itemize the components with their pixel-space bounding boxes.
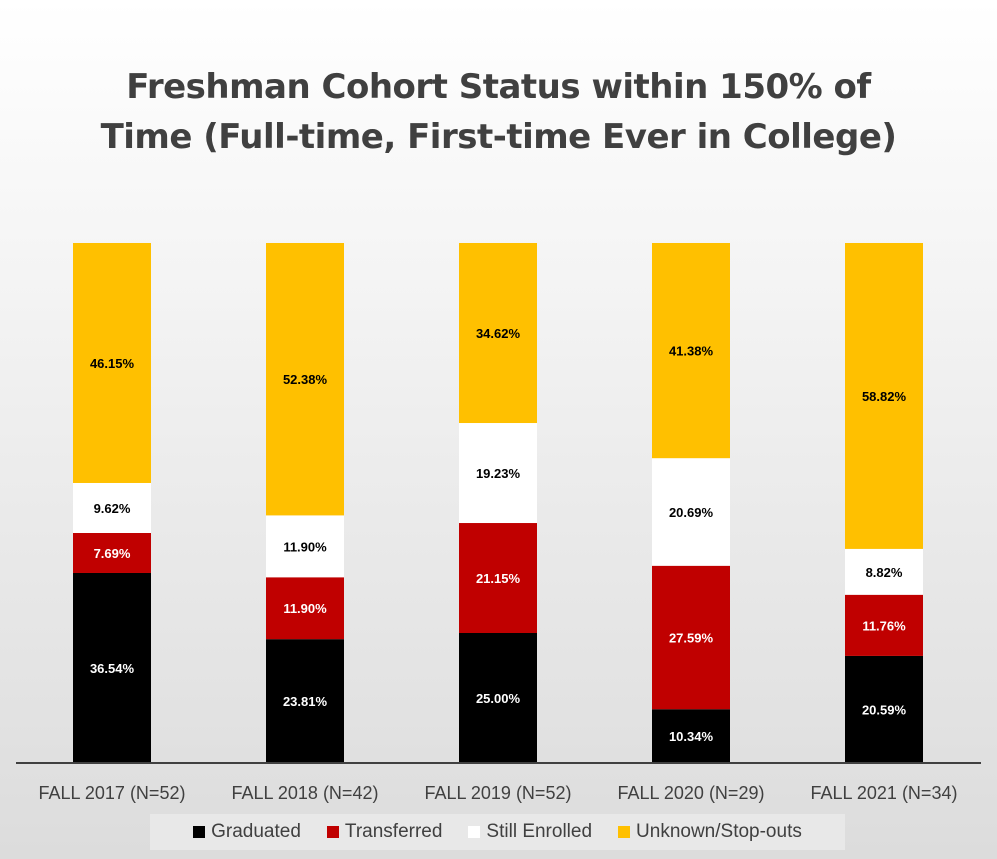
data-label-unknown-stop-outs-4: 58.82% <box>862 389 907 404</box>
legend-item-graduated: Graduated <box>193 821 301 843</box>
bar-segment-transferred-2 <box>459 523 537 633</box>
data-label-still-enrolled-3: 20.69% <box>669 505 714 520</box>
bar-segment-unknown-stop-outs-0 <box>73 243 151 483</box>
category-label-3: FALL 2020 (N=29) <box>618 783 765 803</box>
bar-segment-transferred-0 <box>73 533 151 573</box>
bar-segment-still-enrolled-0 <box>73 482 151 534</box>
legend-item-transferred: Transferred <box>326 821 443 843</box>
legend-item-unknown-stop-outs: Unknown/Stop-outs <box>618 821 802 843</box>
data-label-graduated-4: 20.59% <box>862 702 907 717</box>
data-label-still-enrolled-2: 19.23% <box>476 466 521 481</box>
bar-segment-graduated-4 <box>845 655 923 763</box>
data-label-still-enrolled-0: 9.62% <box>94 501 131 516</box>
data-label-graduated-2: 25.00% <box>476 691 521 706</box>
legend-swatch <box>193 826 206 838</box>
data-label-transferred-4: 11.76% <box>862 618 906 633</box>
category-label-4: FALL 2021 (N=34) <box>811 783 958 803</box>
bar-segment-still-enrolled-4 <box>845 548 923 595</box>
bar-segment-still-enrolled-1 <box>266 515 344 578</box>
data-label-unknown-stop-outs-3: 41.38% <box>669 344 714 359</box>
bar-segment-graduated-1 <box>266 639 344 763</box>
category-label-1: FALL 2018 (N=42) <box>232 783 379 803</box>
bar-segment-graduated-3 <box>652 709 730 763</box>
bar-segment-graduated-0 <box>73 572 151 763</box>
data-label-graduated-1: 23.81% <box>283 694 328 709</box>
legend-swatch <box>468 826 481 838</box>
legend-swatch <box>618 826 631 838</box>
bar-segment-graduated-2 <box>459 633 537 763</box>
category-label-2: FALL 2019 (N=52) <box>425 783 572 803</box>
data-label-transferred-2: 21.15% <box>476 571 521 586</box>
bar-segment-transferred-3 <box>652 565 730 710</box>
data-label-transferred-1: 11.90% <box>283 601 327 616</box>
data-label-transferred-0: 7.69% <box>94 546 131 561</box>
legend-label: Graduated <box>211 821 301 842</box>
chart-title-line-2: Time (Full-time, First-time Ever in Coll… <box>100 117 897 157</box>
legend-background <box>150 814 845 850</box>
bar-segment-unknown-stop-outs-1 <box>266 243 344 516</box>
legend-label: Still Enrolled <box>486 821 593 842</box>
bar-segment-still-enrolled-2 <box>459 423 537 524</box>
bar-segment-transferred-1 <box>266 577 344 640</box>
legend: Graduated Transferred Still Enrolled Unknow… <box>150 814 845 850</box>
data-label-graduated-0: 36.54% <box>90 661 135 676</box>
legend-swatch <box>326 826 339 838</box>
bar-segment-still-enrolled-3 <box>652 458 730 566</box>
legend-label: Unknown/Stop-outs <box>636 821 802 842</box>
legend-label: Transferred <box>344 821 443 842</box>
data-label-unknown-stop-outs-2: 34.62% <box>476 326 521 341</box>
data-label-unknown-stop-outs-0: 46.15% <box>90 356 135 371</box>
data-label-graduated-3: 10.34% <box>669 729 714 744</box>
data-label-unknown-stop-outs-1: 52.38% <box>283 372 328 387</box>
chart-title-line-1: Freshman Cohort Status within 150% of <box>126 67 871 107</box>
data-label-transferred-3: 27.59% <box>669 630 714 645</box>
legend-item-still-enrolled: Still Enrolled <box>468 821 592 843</box>
data-label-still-enrolled-4: 8.82% <box>866 565 903 580</box>
category-label-0: FALL 2017 (N=52) <box>39 783 186 803</box>
bar-segment-transferred-4 <box>845 594 923 656</box>
bar-segment-unknown-stop-outs-3 <box>652 243 730 459</box>
chart-title: Freshman Cohort Status within 150% of Ti… <box>0 62 997 162</box>
bar-segment-unknown-stop-outs-4 <box>845 243 923 549</box>
data-label-still-enrolled-1: 11.90% <box>283 539 327 554</box>
bar-segment-unknown-stop-outs-2 <box>459 243 537 424</box>
